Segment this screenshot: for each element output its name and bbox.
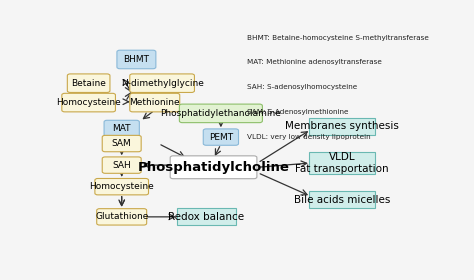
Text: Betaine: Betaine xyxy=(71,79,106,88)
Text: PEMT: PEMT xyxy=(209,133,233,142)
FancyBboxPatch shape xyxy=(97,209,146,225)
Text: Membranes synthesis: Membranes synthesis xyxy=(285,121,399,131)
Text: VLDL
Fat transportation: VLDL Fat transportation xyxy=(295,152,389,174)
FancyBboxPatch shape xyxy=(130,93,180,112)
FancyBboxPatch shape xyxy=(203,129,238,145)
FancyBboxPatch shape xyxy=(179,104,263,123)
Text: MAT: MAT xyxy=(112,124,131,133)
Text: BHMT: BHMT xyxy=(123,55,149,64)
Text: Phosphatidylcholine: Phosphatidylcholine xyxy=(137,161,290,174)
Text: Redox balance: Redox balance xyxy=(168,212,244,222)
FancyBboxPatch shape xyxy=(102,135,141,152)
FancyBboxPatch shape xyxy=(130,74,194,92)
Text: SAH: SAH xyxy=(112,161,131,170)
Text: Homocysteine: Homocysteine xyxy=(56,98,121,107)
FancyBboxPatch shape xyxy=(309,191,375,208)
Text: SAM: S-Adenosylmethionine: SAM: S-Adenosylmethionine xyxy=(246,109,348,115)
FancyBboxPatch shape xyxy=(67,74,110,92)
FancyBboxPatch shape xyxy=(117,50,156,69)
Text: Glutathione: Glutathione xyxy=(95,212,148,221)
FancyBboxPatch shape xyxy=(102,157,141,173)
Text: Phosphatidylethanolamine: Phosphatidylethanolamine xyxy=(160,109,282,118)
FancyBboxPatch shape xyxy=(62,93,116,112)
FancyBboxPatch shape xyxy=(104,120,139,137)
Text: VLDL: very low density lipoprotein: VLDL: very low density lipoprotein xyxy=(246,134,370,140)
Text: MAT: Methionine adenosyltransferase: MAT: Methionine adenosyltransferase xyxy=(246,59,382,66)
FancyBboxPatch shape xyxy=(309,152,375,174)
Text: Homocysteine: Homocysteine xyxy=(89,182,154,191)
Text: SAM: SAM xyxy=(112,139,132,148)
FancyBboxPatch shape xyxy=(177,208,236,225)
Text: Bile acids micelles: Bile acids micelles xyxy=(294,195,390,205)
FancyBboxPatch shape xyxy=(309,118,375,135)
Text: Methionine: Methionine xyxy=(129,98,180,107)
Text: BHMT: Betaine-homocysteine S-methyltransferase: BHMT: Betaine-homocysteine S-methyltrans… xyxy=(246,35,428,41)
Text: N-dimethylglycine: N-dimethylglycine xyxy=(121,79,203,88)
FancyBboxPatch shape xyxy=(170,156,257,179)
Text: SAH: S-adenosylhomocysteine: SAH: S-adenosylhomocysteine xyxy=(246,84,357,90)
FancyBboxPatch shape xyxy=(95,178,148,195)
